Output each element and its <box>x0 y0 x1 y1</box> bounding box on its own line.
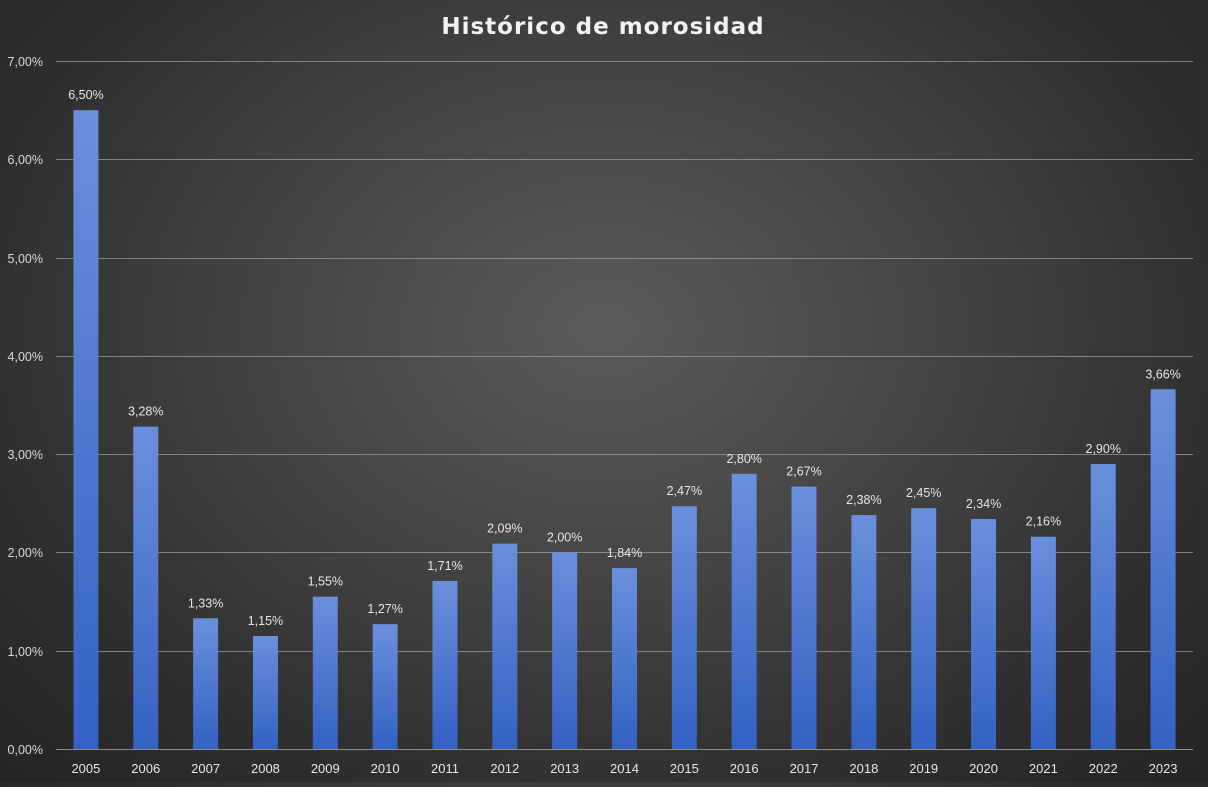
x-tick-label-2010: 2010 <box>371 761 400 776</box>
y-tick-label: 0,00% <box>8 743 43 757</box>
x-tick-label-2020: 2020 <box>969 761 998 776</box>
data-label-2023: 3,66% <box>1145 367 1180 381</box>
gridlines <box>56 61 1193 750</box>
x-tick-label-2017: 2017 <box>790 761 819 776</box>
bar-2006 <box>133 426 159 749</box>
x-tick-label-2016: 2016 <box>730 761 759 776</box>
bar-2017 <box>791 486 817 749</box>
x-tick-label-2006: 2006 <box>131 761 160 776</box>
bar-2023 <box>1150 389 1176 749</box>
bar-2005 <box>73 110 99 749</box>
y-tick-label: 4,00% <box>8 350 43 364</box>
bar-2008 <box>252 635 278 749</box>
x-tick-label-2012: 2012 <box>490 761 519 776</box>
bar-2022 <box>1090 463 1116 749</box>
bar-2014 <box>612 568 637 749</box>
x-tick-label-2021: 2021 <box>1029 761 1058 776</box>
data-label-2017: 2,67% <box>786 465 821 479</box>
y-tick-label: 2,00% <box>8 546 43 560</box>
bar-2009 <box>312 596 338 749</box>
y-tick-label: 6,00% <box>8 153 43 167</box>
data-labels: 6,50% 3,28% 1,33% 1,15% 1,55% 1,27% 1,71% 2,09%… <box>68 88 1181 628</box>
x-axis: 2005 2006 2007 2008 2009 2010 2011 2012 2013 2014… <box>71 761 1177 776</box>
data-label-2019: 2,45% <box>906 486 941 500</box>
data-label-2018: 2,38% <box>846 493 881 507</box>
bar-2021 <box>1030 536 1056 749</box>
data-label-2009: 1,55% <box>308 575 343 589</box>
y-tick-label: 5,00% <box>8 252 43 266</box>
data-label-2021: 2,16% <box>1026 515 1061 529</box>
data-label-2007: 1,33% <box>188 596 223 610</box>
x-tick-label-2011: 2011 <box>431 761 459 776</box>
bar-2010 <box>372 624 398 749</box>
bar-2011 <box>432 580 458 749</box>
bar-2018 <box>851 515 877 749</box>
data-label-2020: 2,34% <box>966 497 1001 511</box>
x-tick-label-2008: 2008 <box>251 761 280 776</box>
bar-2016 <box>731 473 757 749</box>
x-tick-label-2009: 2009 <box>311 761 340 776</box>
x-tick-label-2018: 2018 <box>849 761 878 776</box>
y-tick-label: 1,00% <box>8 645 43 659</box>
data-label-2006: 3,28% <box>128 405 163 419</box>
bar-2019 <box>911 508 937 749</box>
y-tick-label: 7,00% <box>8 55 43 69</box>
data-label-2015: 2,47% <box>667 484 702 498</box>
bar-2020 <box>971 519 997 749</box>
x-tick-label-2013: 2013 <box>550 761 579 776</box>
bar-2012 <box>492 543 518 749</box>
bar-2013 <box>552 552 578 749</box>
chart-title: Histórico de morosidad <box>441 14 764 40</box>
x-tick-label-2014: 2014 <box>610 761 639 776</box>
data-label-2008: 1,15% <box>248 614 283 628</box>
x-tick-label-2023: 2023 <box>1149 761 1178 776</box>
x-tick-label-2005: 2005 <box>71 761 100 776</box>
x-tick-label-2022: 2022 <box>1089 761 1118 776</box>
y-tick-label: 3,00% <box>8 448 43 462</box>
x-tick-label-2019: 2019 <box>909 761 938 776</box>
x-tick-label-2015: 2015 <box>670 761 699 776</box>
data-label-2016: 2,80% <box>726 452 761 466</box>
data-label-2022: 2,90% <box>1086 442 1121 456</box>
bars <box>73 110 1176 749</box>
data-label-2013: 2,00% <box>547 530 582 544</box>
data-label-2011: 1,71% <box>427 559 462 573</box>
data-label-2012: 2,09% <box>487 522 522 536</box>
y-axis: 0,00% 1,00% 2,00% 3,00% 4,00% 5,00% 6,00% 7,00% <box>8 55 43 757</box>
x-tick-label-2007: 2007 <box>191 761 220 776</box>
bar-2015 <box>671 506 697 749</box>
data-label-2014: 1,84% <box>607 546 642 560</box>
bar-2007 <box>193 618 219 749</box>
data-label-2005: 6,50% <box>68 88 103 102</box>
data-label-2010: 1,27% <box>367 602 402 616</box>
